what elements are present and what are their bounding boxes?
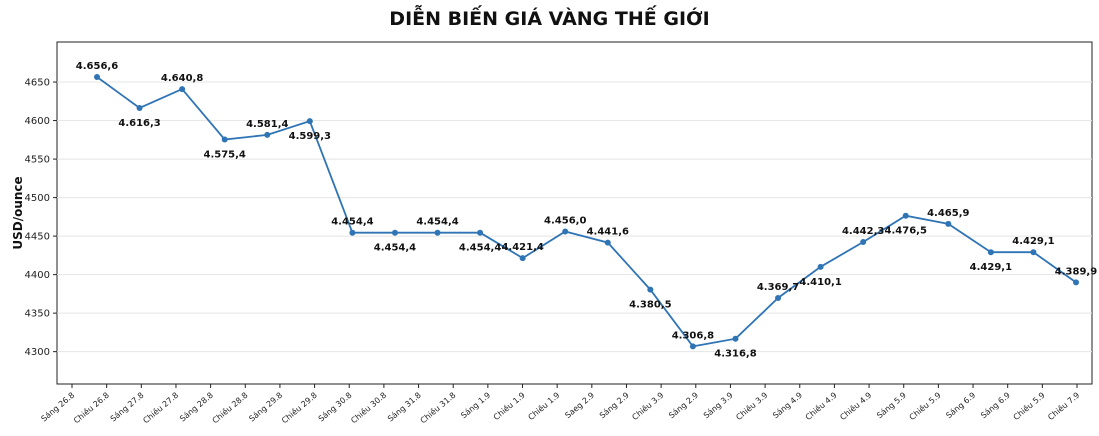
x-tick-label: Sáng 5.9 xyxy=(875,391,908,421)
x-tick-label: Sáng 30.8 xyxy=(317,391,354,424)
data-point xyxy=(902,212,909,219)
x-tick-label: Chiều 7.9 xyxy=(1046,390,1082,422)
y-tick-label: 4400 xyxy=(25,270,50,281)
x-tick-label: Saeg 2.9 xyxy=(563,391,596,421)
data-point xyxy=(775,294,782,301)
data-point xyxy=(689,343,696,350)
data-label: 4.316,8 xyxy=(714,349,756,360)
x-tick-label: Sáng 29.8 xyxy=(247,391,284,424)
x-tick-label: Sáng 1.9 xyxy=(459,391,492,421)
data-label: 4.640,8 xyxy=(161,73,203,84)
y-tick-label: 4450 xyxy=(25,232,50,243)
data-label: 4.581,4 xyxy=(246,119,288,130)
x-tick-label: Sáng 6.9 xyxy=(944,391,977,421)
chart-title: DIỄN BIẾN GIÁ VÀNG THẾ GIỚI xyxy=(389,8,710,30)
y-axis: 4300 4350 4400 4450 4500 4550 4600 4650 xyxy=(25,78,57,358)
data-point xyxy=(1030,249,1037,256)
y-axis-label: USD/ounce xyxy=(11,176,25,249)
data-label: 4.389,9 xyxy=(1055,266,1097,277)
data-point xyxy=(647,286,654,293)
data-label: 4.441,6 xyxy=(587,227,629,238)
x-tick-label: Sáng 31.8 xyxy=(386,391,423,424)
data-label: 4.442,3 xyxy=(842,226,884,237)
x-tick-label: Sáng 6.9 xyxy=(979,391,1012,421)
data-point xyxy=(562,228,569,235)
data-label: 4.656,6 xyxy=(76,61,118,72)
data-label: 4.599,3 xyxy=(289,131,331,142)
data-point xyxy=(349,229,356,236)
y-tick-label: 4550 xyxy=(25,155,50,166)
data-label: 4.454,4 xyxy=(459,243,501,254)
x-tick-label: Sáng 27.8 xyxy=(109,391,146,424)
data-point xyxy=(391,229,398,236)
x-tick-label: Chiều 29.8 xyxy=(279,390,319,425)
series-layer xyxy=(94,73,1079,350)
data-point xyxy=(604,239,611,246)
x-tick-label: Sáng 2.9 xyxy=(598,391,631,421)
data-point xyxy=(1073,279,1079,286)
data-label: 4.369,7 xyxy=(757,282,799,293)
data-point xyxy=(817,263,824,270)
data-label: 4.456,0 xyxy=(544,215,586,226)
x-tick-label: Chiều 3.9 xyxy=(630,390,666,422)
data-label: 4.410,1 xyxy=(799,277,841,288)
y-tick-label: 4300 xyxy=(25,347,50,358)
data-point xyxy=(519,255,526,262)
data-label: 4.575,4 xyxy=(204,150,246,161)
y-tick-label: 4600 xyxy=(25,116,50,127)
data-point xyxy=(94,73,100,80)
data-point xyxy=(477,229,484,236)
data-label: 4.429,1 xyxy=(1012,236,1054,247)
series-line xyxy=(96,76,1077,348)
y-tick-label: 4350 xyxy=(25,309,50,320)
data-label-layer: 4.656,6 4.616,3 4.640,8 4.575,4 4.581,44.599… xyxy=(76,61,1097,360)
data-point xyxy=(179,86,186,93)
data-label: 4.306,8 xyxy=(672,330,714,341)
data-point xyxy=(987,249,994,256)
data-point xyxy=(264,131,271,138)
x-tick-label: Chiều 5.9 xyxy=(907,390,943,422)
data-point xyxy=(221,136,228,143)
data-point xyxy=(732,335,739,342)
x-tick-label: Chiều 31.8 xyxy=(418,390,458,425)
plot-frame xyxy=(56,41,1093,385)
x-tick-label: Chiều 27.8 xyxy=(141,390,181,425)
data-label: 4.616,3 xyxy=(118,118,160,129)
data-label: 4.454,4 xyxy=(416,217,458,228)
x-tick-label: Chiều 30.8 xyxy=(349,390,389,425)
data-label: 4.421,4 xyxy=(501,242,543,253)
data-label: 4.454,4 xyxy=(331,217,373,228)
x-tick-label: Sáng 4.9 xyxy=(771,391,804,421)
x-tick-label: Chiều 3.9 xyxy=(734,390,770,422)
grid-layer xyxy=(57,81,1092,353)
x-tick-label: Sáng 26.8 xyxy=(39,391,76,424)
data-label: 4.454,4 xyxy=(374,243,416,254)
x-tick-label: Sáng 3.9 xyxy=(702,391,735,421)
data-point xyxy=(136,105,143,112)
x-tick-label: Chiều 4.9 xyxy=(803,390,839,422)
data-label: 4.429,1 xyxy=(970,262,1012,273)
x-tick-label: Sáng 28.8 xyxy=(178,391,215,424)
x-tick-label: Chiều 1.9 xyxy=(491,390,527,422)
data-point xyxy=(434,229,441,236)
x-tick-label: Chiều 28.8 xyxy=(210,390,250,425)
data-label: 4.380,5 xyxy=(629,300,671,311)
x-tick-label: Chiều 4.9 xyxy=(838,390,874,422)
x-tick-label: Sáng 2.9 xyxy=(667,391,700,421)
data-label: 4.465,9 xyxy=(927,208,969,219)
x-tick-label: Chiều 5.9 xyxy=(1011,390,1047,422)
data-point xyxy=(306,118,313,125)
x-tick-label: Chiều 26.8 xyxy=(71,390,111,425)
y-tick-label: 4500 xyxy=(25,193,50,204)
data-point xyxy=(860,239,867,246)
data-label: 4.476,5 xyxy=(885,226,927,237)
data-point xyxy=(945,220,952,227)
y-tick-label: 4650 xyxy=(25,78,50,89)
x-tick-label: Chiều 1.9 xyxy=(526,390,562,422)
